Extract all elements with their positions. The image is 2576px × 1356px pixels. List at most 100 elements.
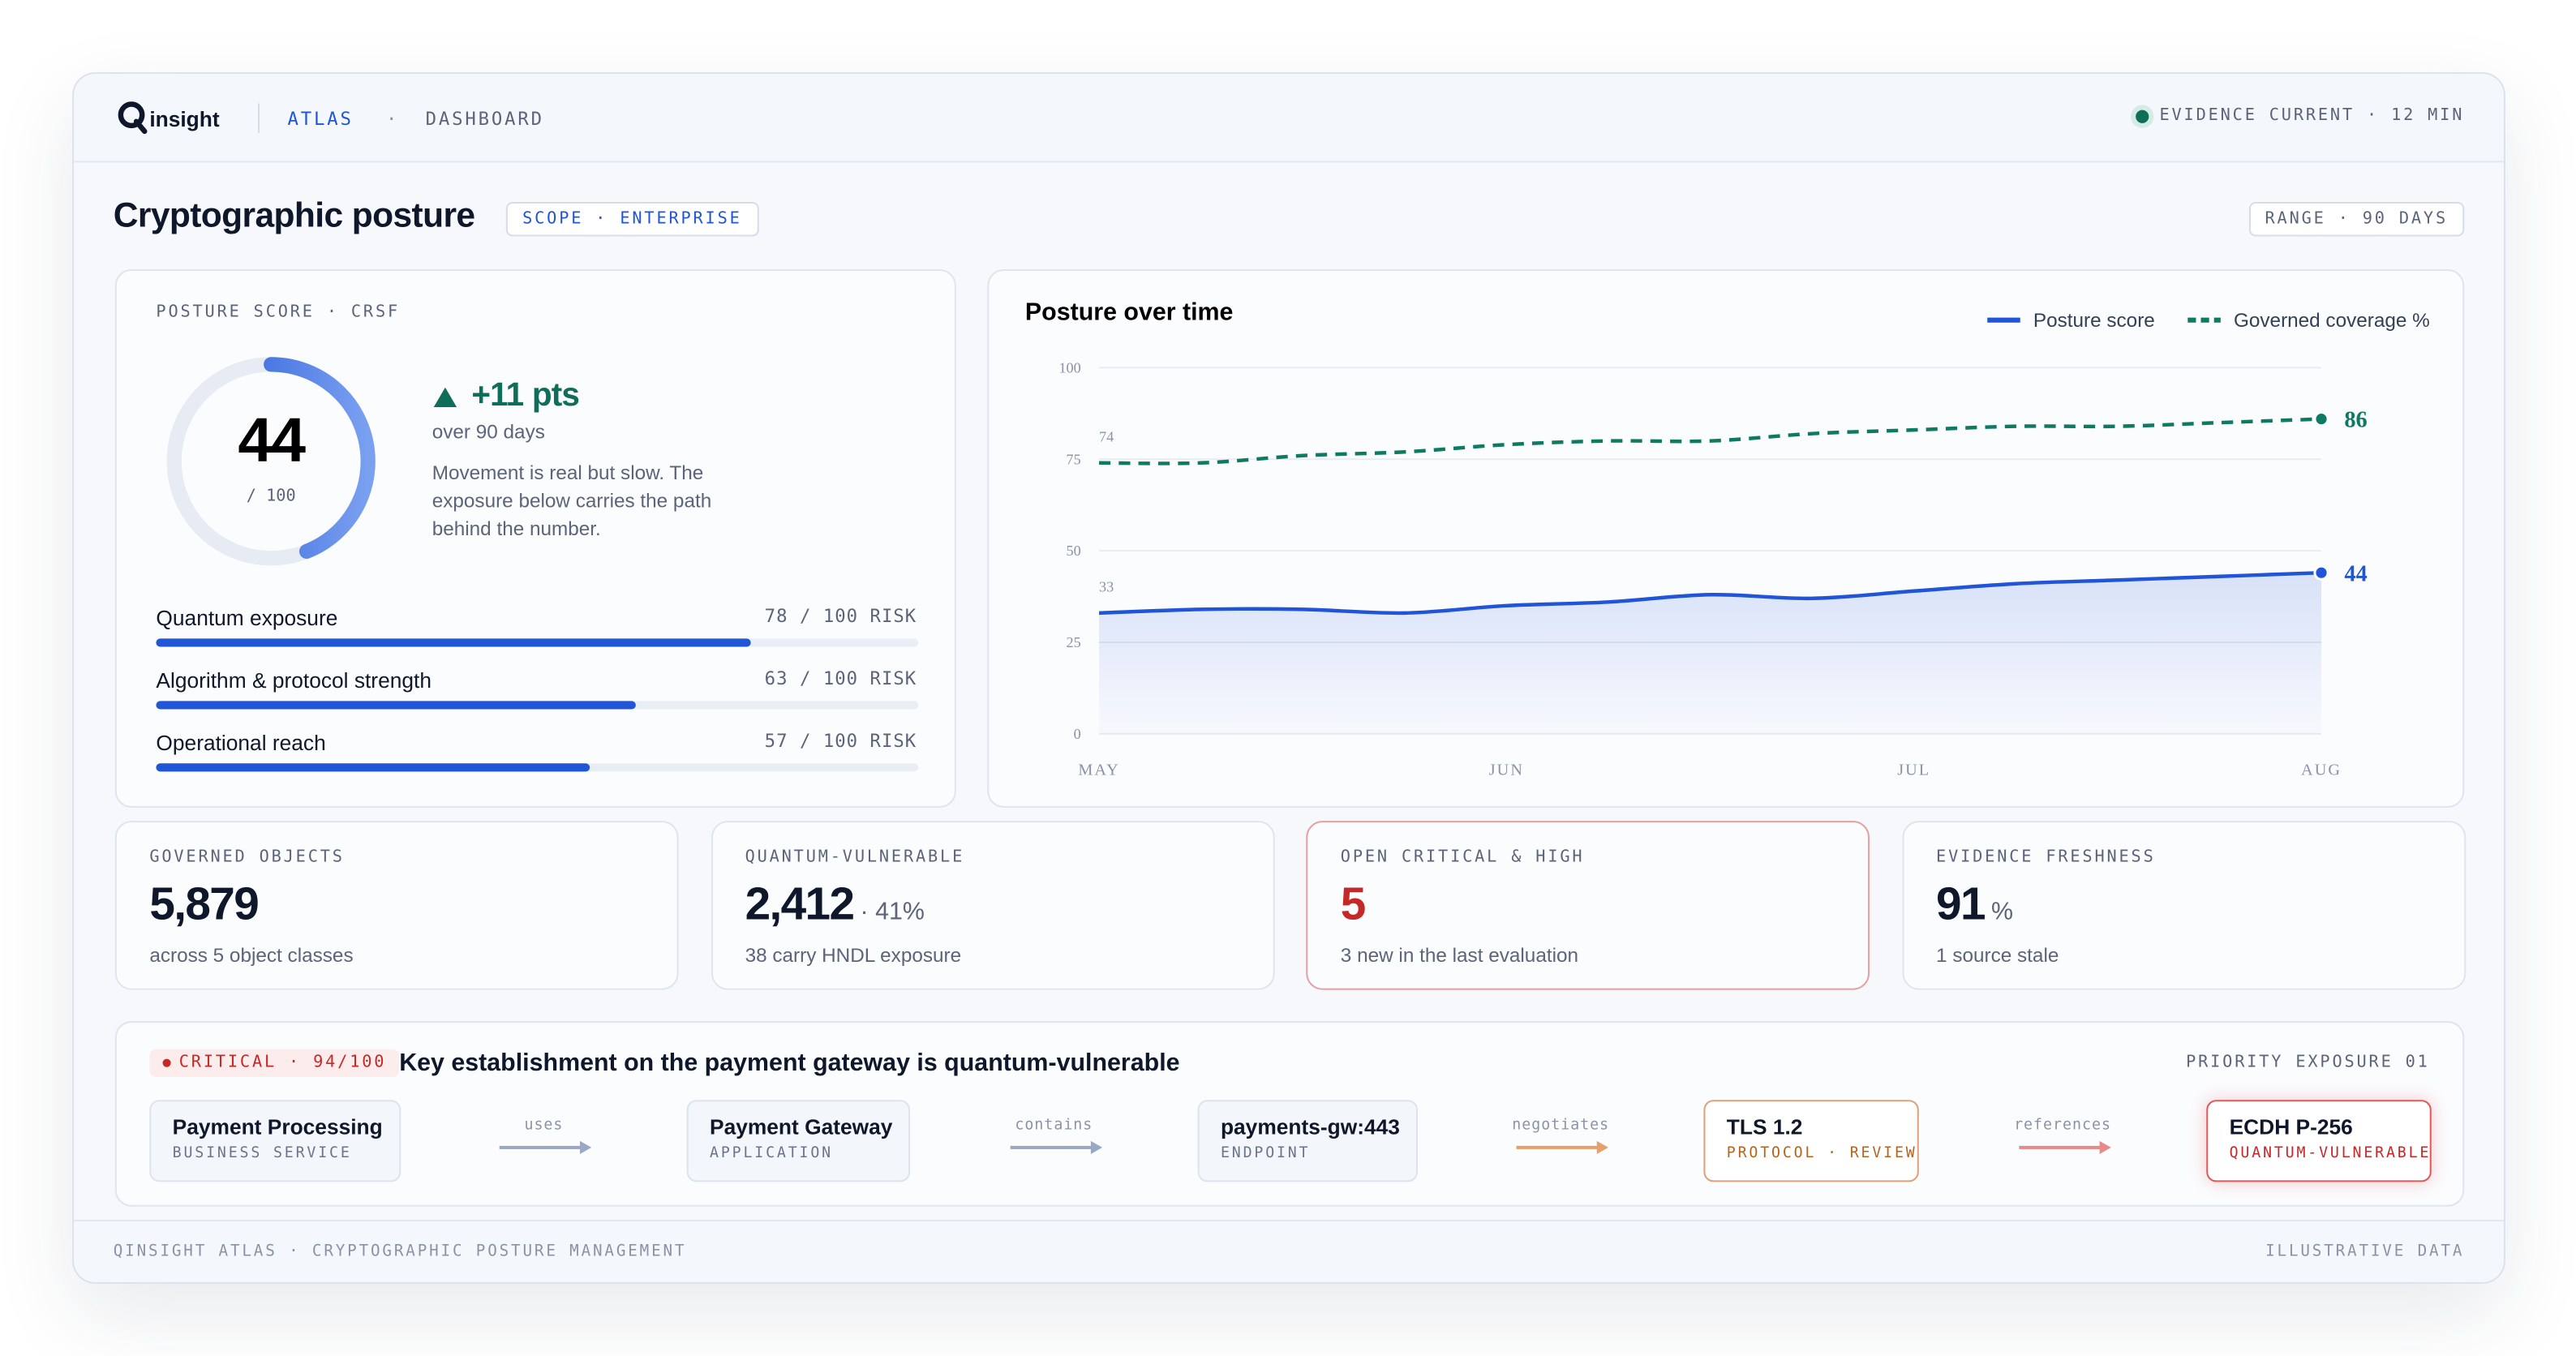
- path-edge: contains: [1005, 1118, 1104, 1155]
- ring-value: [166, 357, 376, 566]
- edge-arrow: [499, 1140, 592, 1155]
- footer-left: QINSIGHT ATLAS · CRYPTOGRAPHIC POSTURE M…: [113, 1242, 687, 1261]
- kpi-note: 38 carry HNDL exposure: [745, 943, 962, 968]
- y-tick-label: 0: [1074, 726, 1081, 742]
- footer-right: ILLUSTRATIVE DATA: [2265, 1242, 2465, 1261]
- x-tick-label: JUL: [1897, 761, 1930, 779]
- kpi-value: 91%: [1936, 878, 2013, 931]
- score: 44: [238, 406, 306, 475]
- edge-arrow: [1516, 1140, 1608, 1155]
- edge-label: contains: [1015, 1118, 1093, 1135]
- end-point: [2313, 411, 2329, 427]
- posture-card: POSTURE SCORE · CRSF 44 / 100 +11 pts ov…: [114, 268, 956, 808]
- path-edge: uses: [495, 1118, 594, 1155]
- risk-track: [156, 638, 919, 647]
- kpi-number: 91: [1936, 878, 1986, 929]
- scope-badge[interactable]: SCOPE · ENTERPRISE: [505, 201, 758, 237]
- path-node: ECDH P-256 QUANTUM-VULNERABLE: [2206, 1100, 2432, 1182]
- status-dot: [2136, 109, 2150, 122]
- risk-name: Quantum exposure: [156, 605, 338, 631]
- end-label: 86: [2344, 408, 2367, 433]
- risk-label: 57 / 100 RISK: [764, 730, 917, 753]
- x-tick-label: AUG: [2301, 761, 2342, 779]
- end-label: 44: [2344, 561, 2367, 586]
- chart-title: Posture over time: [1025, 299, 1234, 326]
- kpi-suffix: · 41%: [860, 898, 925, 926]
- kpi-label: OPEN CRITICAL & HIGH: [1340, 848, 1585, 867]
- card-label: POSTURE SCORE · CRSF: [156, 303, 401, 322]
- kpi-number: 5: [1340, 878, 1367, 929]
- kpi-card: QUANTUM-VULNERABLE 2,412 · 41% 38 carry HND…: [711, 821, 1274, 990]
- path-node: Payment Processing BUSINESS SERVICE: [149, 1100, 401, 1182]
- risk-track: [156, 763, 919, 772]
- edge-arrow: [2018, 1140, 2110, 1155]
- delta: +11 pts: [471, 377, 580, 414]
- kpi-card: OPEN CRITICAL & HIGH 5 3 new in the last e…: [1306, 821, 1870, 990]
- area: [1099, 573, 2322, 734]
- node-name: payments-gw:443: [1220, 1114, 1400, 1139]
- node-name: ECDH P-256: [2229, 1114, 2353, 1139]
- y-tick-label: 100: [1058, 359, 1080, 375]
- divider: [258, 103, 260, 133]
- footer: QINSIGHT ATLAS · CRYPTOGRAPHIC POSTURE M…: [74, 1219, 2504, 1282]
- node-type: PROTOCOL · REVIEW: [1726, 1145, 1917, 1163]
- badge-text: CRITICAL · 94/100: [178, 1053, 387, 1072]
- description: Movement is real but slow. The exposure …: [431, 461, 712, 540]
- kpi-value: 5: [1340, 878, 1367, 931]
- y-tick-label: 25: [1067, 634, 1081, 650]
- edge-arrow: [1009, 1140, 1102, 1155]
- path-edge: negotiates: [1511, 1118, 1610, 1155]
- logo-mark: [118, 101, 148, 135]
- kpi-number: 2,412: [745, 878, 855, 929]
- range-badge[interactable]: RANGE · 90 DAYS: [2248, 201, 2465, 237]
- edge-label: negotiates: [1512, 1118, 1610, 1135]
- edge-label: references: [2014, 1118, 2111, 1135]
- critical-badge: CRITICAL · 94/100: [149, 1049, 400, 1077]
- kpi-number: 5,879: [149, 878, 259, 929]
- y-tick-label: 50: [1067, 543, 1081, 559]
- node-name: Payment Processing: [172, 1114, 383, 1139]
- risk-bar: [156, 701, 637, 710]
- top-bar: insight ATLAS · DASHBOARD EVIDENCE CURRE…: [74, 74, 2504, 163]
- node-type: APPLICATION: [710, 1145, 833, 1163]
- node-type: ENDPOINT: [1220, 1145, 1311, 1163]
- x-tick-label: JUN: [1489, 761, 1524, 779]
- exposure-card: CRITICAL · 94/100 Key establishment on t…: [114, 1021, 2465, 1207]
- nav-item[interactable]: DASHBOARD: [425, 108, 544, 130]
- kpi-note: 3 new in the last evaluation: [1340, 943, 1579, 968]
- start-label: 74: [1099, 428, 1114, 444]
- path-node: Payment Gateway APPLICATION: [686, 1100, 911, 1182]
- risk-track: [156, 701, 919, 710]
- up-arrow: [433, 387, 457, 408]
- nav-separator: ·: [385, 108, 400, 130]
- path-edge: references: [2013, 1118, 2112, 1155]
- status-text: EVIDENCE CURRENT · 12 MIN: [2159, 106, 2465, 125]
- kpi-label: QUANTUM-VULNERABLE: [745, 848, 965, 867]
- chart: Posture over time 0 25 50 75 100 MAY JUN JUL AUG…: [1025, 299, 2430, 779]
- node-name: TLS 1.2: [1726, 1114, 1803, 1139]
- path-node: payments-gw:443 ENDPOINT: [1197, 1100, 1419, 1182]
- node-name: Payment Gateway: [710, 1114, 893, 1139]
- chart-card: Posture over time 0 25 50 75 100 MAY JUN JUL AUG…: [987, 268, 2465, 808]
- kpi-suffix: %: [1991, 898, 2014, 926]
- exposure-title: Key establishment on the payment gateway…: [399, 1049, 1180, 1077]
- node-type: BUSINESS SERVICE: [172, 1145, 352, 1163]
- risk-label: 78 / 100 RISK: [764, 605, 917, 628]
- score-ring: 44 / 100: [166, 357, 376, 566]
- kpi-label: EVIDENCE FRESHNESS: [1936, 848, 2156, 867]
- nav-item[interactable]: ATLAS: [287, 108, 354, 130]
- brand: insight: [149, 106, 220, 131]
- legend-label: Governed coverage %: [2234, 310, 2430, 332]
- kpi-card: GOVERNED OBJECTS 5,879 across 5 object cla…: [114, 821, 679, 990]
- legend-label: Posture score: [2033, 310, 2155, 332]
- page-title: Cryptographic posture: [113, 196, 475, 235]
- risk-bar: [156, 638, 751, 647]
- y-tick-label: 75: [1067, 451, 1081, 467]
- risk-name: Operational reach: [156, 730, 326, 756]
- path-node: TLS 1.2 PROTOCOL · REVIEW: [1703, 1100, 1919, 1182]
- score-max: / 100: [247, 485, 296, 504]
- risk-name: Algorithm & protocol strength: [156, 667, 431, 693]
- status: EVIDENCE CURRENT · 12 MIN: [2136, 107, 2464, 125]
